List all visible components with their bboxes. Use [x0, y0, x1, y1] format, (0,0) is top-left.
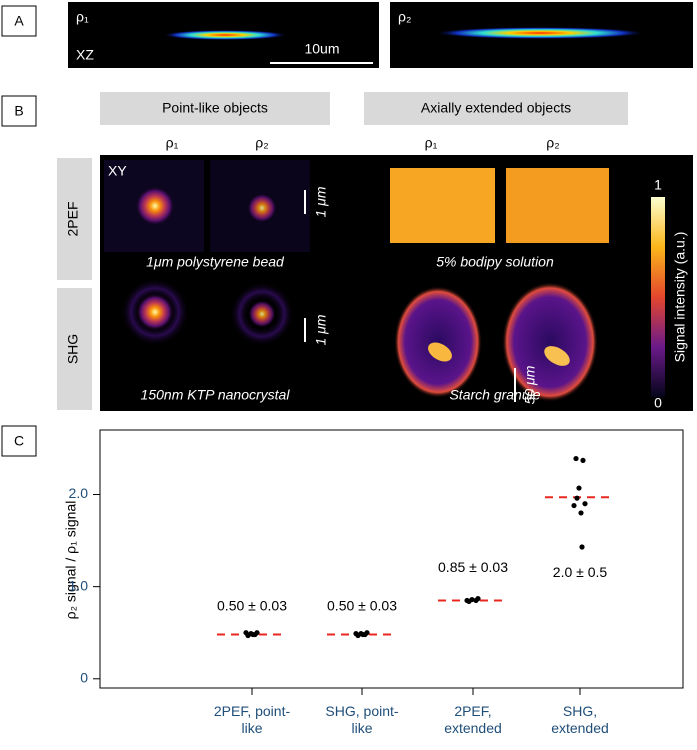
colorbar — [651, 197, 665, 397]
column-label: ρ₁ — [166, 135, 179, 151]
plane-label: XY — [108, 163, 127, 179]
data-point — [469, 596, 475, 603]
row-label: SHG — [65, 334, 81, 364]
scale-label: 10um — [304, 41, 339, 57]
scale-label: 50 μm — [522, 365, 538, 404]
data-point — [475, 596, 481, 602]
starch-image — [502, 282, 598, 402]
data-point — [464, 597, 470, 604]
row-box — [57, 158, 92, 280]
colorbar-max: 1 — [654, 177, 662, 193]
annotation: 0.85 ± 0.03 — [438, 559, 508, 575]
y-tick-label: 0 — [80, 669, 88, 685]
panel-label: B — [14, 103, 23, 119]
row-box — [57, 288, 92, 410]
starch-hotspot — [428, 342, 452, 362]
bead-image — [135, 186, 175, 226]
header-box — [364, 92, 628, 125]
panel-label-box — [1, 5, 37, 37]
starch-hotspot — [544, 346, 570, 366]
data-point — [580, 457, 586, 464]
data-point — [574, 495, 580, 501]
y-tick-label: 2.0 — [69, 485, 89, 501]
caption: 150nm KTP nanocrystal — [141, 387, 291, 403]
data-point — [582, 501, 588, 507]
data-point — [243, 630, 249, 636]
data-point — [250, 631, 256, 638]
y-axis-label: ρ₂ signal / ρ₁ signal — [63, 501, 79, 620]
starch-image — [394, 286, 482, 398]
scale-label: 1 μm — [313, 186, 329, 217]
psf-xz — [163, 30, 287, 40]
x-tick-label: 2PEF, extended — [444, 703, 502, 736]
colorbar-min: 0 — [654, 395, 662, 411]
plot-frame — [99, 429, 684, 689]
column-label: ρ₂ — [546, 135, 559, 151]
header-box — [100, 92, 330, 125]
data-point — [360, 631, 366, 638]
data-point — [576, 485, 582, 491]
header: Point-like objects — [162, 100, 268, 116]
solution-image — [390, 168, 495, 243]
data-point — [578, 510, 584, 516]
caption: 5% bodipy solution — [436, 254, 554, 270]
data-point — [254, 630, 260, 636]
scale-label: 1 μm — [313, 314, 329, 345]
data-point — [353, 631, 359, 637]
colorbar-label: Signal intensity (a.u.) — [672, 232, 688, 363]
x-tick-label: 2PEF, point-like — [213, 703, 291, 736]
data-point — [364, 630, 370, 636]
data-point — [579, 544, 585, 550]
x-tick-label: SHG, extended — [551, 703, 609, 736]
data-point — [571, 502, 577, 509]
rho-label: ρ₁ — [76, 9, 89, 25]
annotation: 0.50 ± 0.03 — [327, 597, 397, 613]
crystal-image — [136, 293, 174, 331]
panel-label-box — [1, 95, 37, 127]
panel-label-box — [1, 425, 37, 457]
panel-label: C — [14, 433, 24, 449]
row-label: 2PEF — [65, 201, 81, 236]
bead-image — [247, 193, 277, 223]
annotation: 0.50 ± 0.03 — [217, 597, 287, 613]
header: Axially extended objects — [421, 100, 571, 116]
x-tick-label: SHG, point-like — [325, 703, 399, 736]
caption: Starch granule — [449, 387, 540, 403]
plane-label: XZ — [76, 47, 94, 63]
y-tick-label: 1.0 — [69, 577, 89, 593]
panel-label: A — [14, 13, 24, 29]
data-point — [573, 455, 579, 462]
caption: 1μm polystyrene bead — [146, 254, 285, 270]
crystal-image — [248, 300, 276, 328]
annotation: 2.0 ± 0.5 — [553, 564, 608, 580]
column-label: ρ₂ — [255, 135, 268, 151]
solution-image — [506, 168, 609, 243]
psf-xz — [435, 27, 645, 39]
rho-label: ρ₂ — [398, 9, 411, 25]
column-label: ρ₁ — [425, 135, 438, 151]
